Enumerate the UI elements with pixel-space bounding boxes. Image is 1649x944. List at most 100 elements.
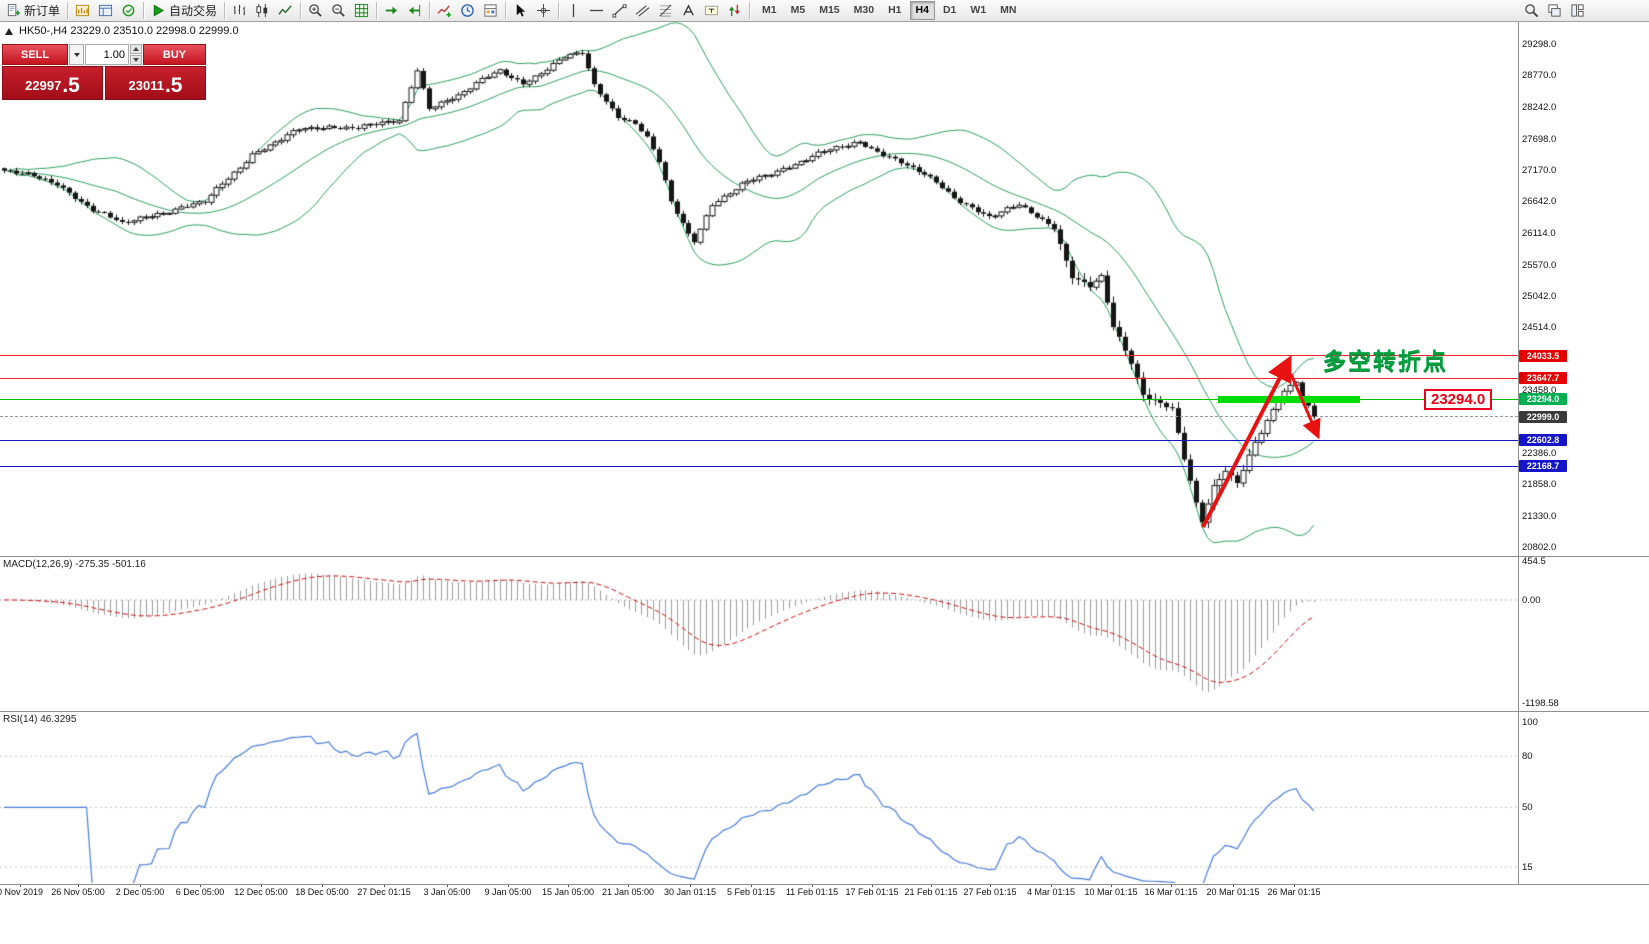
arrows-tool-button[interactable] bbox=[723, 0, 746, 22]
templates-icon bbox=[483, 3, 498, 18]
auto-scroll-button[interactable] bbox=[380, 0, 403, 22]
toolbar-separator bbox=[67, 2, 69, 19]
toolbar-separator bbox=[143, 2, 145, 19]
toolbar-separator bbox=[505, 2, 507, 19]
search-button[interactable] bbox=[1520, 0, 1543, 22]
timeframe-mn[interactable]: MN bbox=[1000, 4, 1017, 16]
zoom-in-icon bbox=[308, 3, 323, 18]
volume-dropdown[interactable] bbox=[69, 44, 84, 65]
macd-label: MACD(12,26,9) -275.35 -501.16 bbox=[3, 559, 146, 570]
timeframe-m15[interactable]: M15 bbox=[819, 4, 840, 16]
cascade-icon bbox=[1547, 3, 1562, 18]
toolbar-separator bbox=[558, 2, 560, 19]
data-window-icon bbox=[98, 3, 113, 18]
new-order-button[interactable]: 新订单 bbox=[2, 0, 64, 22]
volume-stepper[interactable] bbox=[130, 44, 142, 65]
label-tool-button[interactable] bbox=[700, 0, 723, 22]
toolbar-separator bbox=[749, 2, 751, 19]
text-icon bbox=[681, 3, 696, 18]
volume-input[interactable] bbox=[85, 44, 129, 65]
chart-shift-icon bbox=[407, 3, 422, 18]
window-list-button[interactable] bbox=[1566, 0, 1589, 22]
vline-icon bbox=[566, 3, 581, 18]
toolbar-separator bbox=[429, 2, 431, 19]
rsi-label: RSI(14) 46.3295 bbox=[3, 714, 77, 725]
navigator-button[interactable] bbox=[117, 0, 140, 22]
toolbar-separator bbox=[300, 2, 302, 19]
symbol-ohlc-text: HK50-,H4 23229.0 23510.0 22998.0 22999.0 bbox=[19, 25, 239, 37]
toolbar-right-group bbox=[1520, 0, 1589, 22]
timeframe-d1[interactable]: D1 bbox=[942, 4, 957, 16]
one-click-widget: SELL BUY 22997 .5 23011 .5 bbox=[2, 44, 206, 100]
templates-button[interactable] bbox=[479, 0, 502, 22]
line-icon bbox=[278, 3, 293, 18]
green-highlight-bar[interactable] bbox=[1218, 395, 1360, 403]
tiles-icon bbox=[1570, 3, 1585, 18]
timeframe-h1[interactable]: H1 bbox=[888, 4, 902, 16]
new-window-button[interactable] bbox=[1543, 0, 1566, 22]
hline-icon bbox=[589, 3, 604, 18]
timeframe-w1[interactable]: W1 bbox=[970, 4, 987, 16]
sell-price-main: 22997 bbox=[25, 78, 62, 93]
buy-price-main: 23011 bbox=[128, 78, 164, 93]
bars-icon bbox=[232, 3, 247, 18]
price-tag-label[interactable]: 23294.0 bbox=[1424, 389, 1493, 410]
search-icon bbox=[1524, 3, 1539, 18]
timeframe-m1[interactable]: M1 bbox=[762, 4, 777, 16]
cursor-button[interactable] bbox=[509, 0, 532, 22]
data-window-button[interactable] bbox=[94, 0, 117, 22]
periods-button[interactable] bbox=[456, 0, 479, 22]
tile-windows-button[interactable] bbox=[350, 0, 373, 22]
candles-icon bbox=[255, 3, 270, 18]
price-axis-border bbox=[1518, 22, 1519, 884]
time-axis[interactable] bbox=[0, 884, 1649, 902]
fibonacci-tool-button[interactable] bbox=[654, 0, 677, 22]
market-watch-icon bbox=[75, 3, 90, 18]
sell-price[interactable]: 22997 .5 bbox=[2, 66, 103, 100]
price-axis[interactable] bbox=[1518, 22, 1649, 884]
timeframe-m5[interactable]: M5 bbox=[790, 4, 806, 16]
horizontal-line-tool-button[interactable] bbox=[585, 0, 608, 22]
indicators-button[interactable] bbox=[433, 0, 456, 22]
sell-button[interactable]: SELL bbox=[2, 44, 68, 65]
bar-chart-mode-button[interactable] bbox=[228, 0, 251, 22]
timeframe-group: M1 M5 M15 M30 H1 H4 D1 W1 MN bbox=[755, 1, 1023, 20]
toolbar-separator bbox=[224, 2, 226, 19]
vertical-line-tool-button[interactable] bbox=[562, 0, 585, 22]
arrows-icon bbox=[727, 3, 742, 18]
new-order-label: 新订单 bbox=[24, 4, 61, 18]
macd-panel-divider[interactable] bbox=[0, 556, 1649, 557]
line-chart-mode-button[interactable] bbox=[274, 0, 297, 22]
toolbar-separator bbox=[376, 2, 378, 19]
spinner-down-icon[interactable] bbox=[130, 55, 142, 65]
toolbar: 新订单 自动交易 M1 M5 M15 M30 H1 H4 D1 W1 MN bbox=[0, 0, 1649, 22]
timeframe-m30[interactable]: M30 bbox=[853, 4, 875, 16]
navigator-icon bbox=[121, 3, 136, 18]
channel-icon bbox=[635, 3, 650, 18]
rsi-panel-divider[interactable] bbox=[0, 711, 1649, 712]
autotrading-button[interactable]: 自动交易 bbox=[147, 0, 221, 22]
zoom-out-button[interactable] bbox=[327, 0, 350, 22]
market-watch-button[interactable] bbox=[71, 0, 94, 22]
crosshair-button[interactable] bbox=[532, 0, 555, 22]
spinner-up-icon[interactable] bbox=[130, 44, 142, 54]
annotation-text[interactable]: 多空转折点 bbox=[1323, 348, 1448, 374]
one-click-toggle-icon[interactable] bbox=[5, 27, 13, 35]
candle-chart-mode-button[interactable] bbox=[251, 0, 274, 22]
clock-icon bbox=[460, 3, 475, 18]
buy-price[interactable]: 23011 .5 bbox=[105, 66, 206, 100]
zoom-out-icon bbox=[331, 3, 346, 18]
trendline-tool-button[interactable] bbox=[608, 0, 631, 22]
timeframe-h4[interactable]: H4 bbox=[909, 1, 935, 20]
fibo-icon bbox=[658, 3, 673, 18]
chart-shift-button[interactable] bbox=[403, 0, 426, 22]
buy-button[interactable]: BUY bbox=[143, 44, 206, 65]
indicators-icon bbox=[437, 3, 452, 18]
crosshair-icon bbox=[536, 3, 551, 18]
text-tool-button[interactable] bbox=[677, 0, 700, 22]
autotrading-label: 自动交易 bbox=[169, 4, 218, 18]
zoom-in-button[interactable] bbox=[304, 0, 327, 22]
channel-tool-button[interactable] bbox=[631, 0, 654, 22]
